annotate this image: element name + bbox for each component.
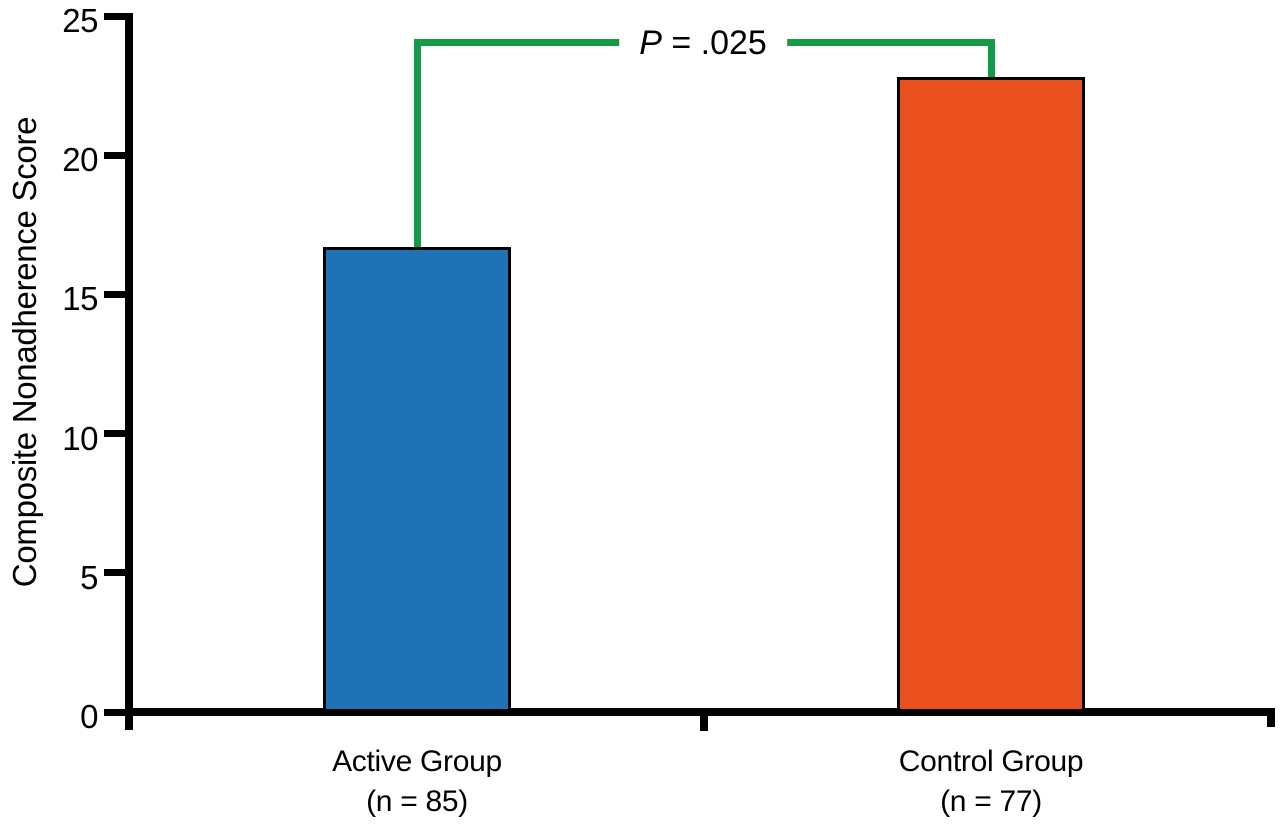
y-tick (104, 290, 133, 298)
p-value-label: P = .025 (619, 24, 787, 62)
bar-control-group (897, 77, 1085, 712)
y-tick (104, 430, 133, 438)
y-tick-label: 10 (62, 419, 98, 457)
bracket-vertical-line-right (987, 38, 995, 78)
y-tick (104, 569, 133, 577)
y-tick-label: 5 (80, 558, 98, 596)
category-sample-size: (n = 77) (940, 784, 1042, 818)
p-value-text: = .025 (661, 24, 767, 62)
category-label-active-group: Active Group (n = 85) (257, 742, 577, 821)
category-name: Active Group (332, 745, 502, 778)
category-sample-size: (n = 85) (366, 784, 468, 818)
y-tick (104, 12, 133, 20)
y-tick-label: 0 (80, 698, 98, 735)
p-value-symbol: P (639, 24, 662, 62)
y-tick-label: 25 (62, 2, 98, 39)
y-tick (104, 708, 133, 716)
x-axis-end-tick (1267, 708, 1275, 727)
category-name: Control Group (898, 745, 1084, 778)
y-axis-line (125, 13, 133, 730)
bar-active-group (323, 247, 511, 712)
y-tick-label: 15 (62, 280, 98, 318)
bracket-vertical-line-left (413, 38, 421, 248)
x-axis-mid-tick (700, 708, 708, 731)
y-tick-label: 20 (62, 141, 98, 179)
y-axis-title: Composite Nonadherence Score (6, 116, 43, 588)
category-label-control-group: Control Group (n = 77) (831, 742, 1151, 821)
y-tick (104, 151, 133, 159)
